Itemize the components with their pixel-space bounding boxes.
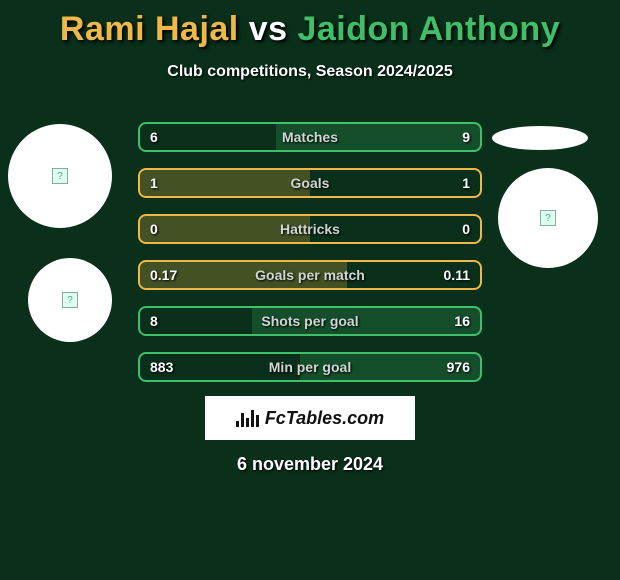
- stat-label: Goals: [140, 175, 480, 191]
- fctables-logo: FcTables.com: [205, 396, 415, 440]
- player2-avatar-oval: [492, 126, 588, 150]
- stat-row: 0Hattricks0: [138, 214, 482, 244]
- stat-row: 883Min per goal976: [138, 352, 482, 382]
- stat-row: 1Goals1: [138, 168, 482, 198]
- logo-bars-icon: [236, 410, 259, 427]
- player2-avatar: ?: [498, 168, 598, 268]
- comparison-title: Rami Hajal vs Jaidon Anthony: [0, 0, 620, 49]
- stat-right-value: 976: [447, 359, 470, 375]
- stat-row: 8Shots per goal16: [138, 306, 482, 336]
- stat-row: 6Matches9: [138, 122, 482, 152]
- image-placeholder-icon: ?: [62, 292, 78, 308]
- date-text: 6 november 2024: [0, 454, 620, 475]
- player2-name: Jaidon Anthony: [297, 10, 560, 48]
- image-placeholder-icon: ?: [540, 210, 556, 226]
- stat-label: Hattricks: [140, 221, 480, 237]
- stat-right-value: 0: [462, 221, 470, 237]
- stat-right-value: 16: [454, 313, 470, 329]
- stats-container: 6Matches9 1Goals1 0Hattricks0 0.17Goals per…: [138, 122, 482, 398]
- logo-text: FcTables.com: [265, 408, 384, 429]
- vs-text: vs: [249, 10, 288, 48]
- stat-right-value: 9: [462, 129, 470, 145]
- stat-label: Goals per match: [140, 267, 480, 283]
- image-placeholder-icon: ?: [52, 168, 68, 184]
- stat-label: Shots per goal: [140, 313, 480, 329]
- player1-avatar-small: ?: [28, 258, 112, 342]
- stat-right-value: 1: [462, 175, 470, 191]
- stat-label: Matches: [140, 129, 480, 145]
- subtitle: Club competitions, Season 2024/2025: [0, 63, 620, 81]
- player1-avatar-large: ?: [8, 124, 112, 228]
- stat-row: 0.17Goals per match0.11: [138, 260, 482, 290]
- stat-right-value: 0.11: [444, 267, 470, 283]
- player1-name: Rami Hajal: [60, 10, 239, 48]
- stat-label: Min per goal: [140, 359, 480, 375]
